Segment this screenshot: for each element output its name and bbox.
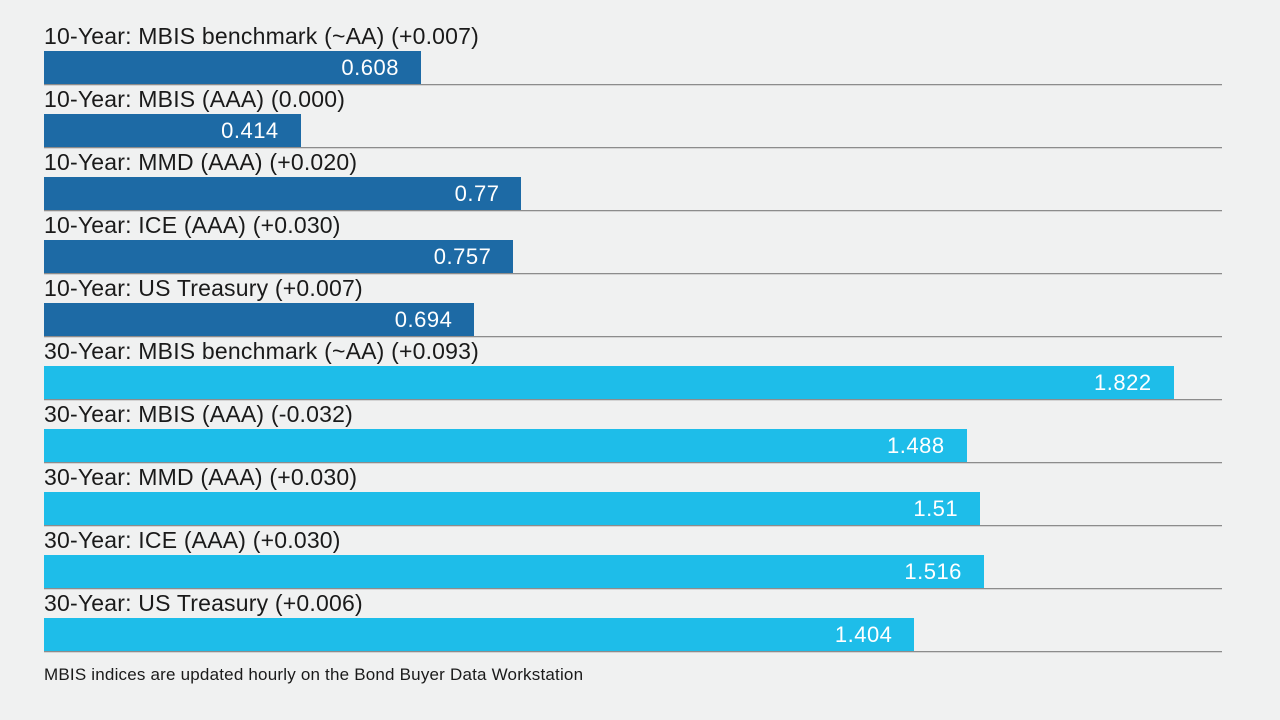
- bar-category-label: 10-Year: US Treasury (+0.007): [44, 275, 363, 301]
- bar-track: 0.694: [44, 303, 1222, 336]
- chart-row: 10-Year: MBIS benchmark (~AA) (+0.007) 0…: [44, 24, 1222, 85]
- bar: 1.488: [44, 429, 967, 462]
- bar-track: 0.608: [44, 51, 1222, 84]
- row-separator-line: [44, 462, 1222, 463]
- bar: 1.404: [44, 618, 915, 651]
- bar-track: 1.404: [44, 618, 1222, 651]
- bar-track: 0.414: [44, 114, 1222, 147]
- bar-value-label: 0.414: [221, 117, 279, 143]
- row-separator-line: [44, 525, 1222, 526]
- bar-category-label: 30-Year: US Treasury (+0.006): [44, 590, 363, 616]
- chart-row: 10-Year: MBIS (AAA) (0.000) 0.414: [44, 87, 1222, 148]
- chart-row: 10-Year: US Treasury (+0.007) 0.694: [44, 276, 1222, 337]
- bar: 0.77: [44, 177, 522, 210]
- bar-track: 0.77: [44, 177, 1222, 210]
- row-separator-line: [44, 651, 1222, 652]
- bar-value-label: 1.488: [887, 432, 945, 458]
- bar: 0.694: [44, 303, 475, 336]
- chart-footnote: MBIS indices are updated hourly on the B…: [44, 665, 584, 684]
- bar-category-label: 10-Year: MBIS (AAA) (0.000): [44, 86, 346, 112]
- bar-category-label: 30-Year: MBIS (AAA) (-0.032): [44, 401, 353, 427]
- bar-track: 1.51: [44, 492, 1222, 525]
- row-separator-line: [44, 210, 1222, 211]
- row-separator-line: [44, 273, 1222, 274]
- row-separator-line: [44, 147, 1222, 148]
- bar-track: 0.757: [44, 240, 1222, 273]
- bar-value-label: 0.694: [394, 306, 453, 332]
- row-separator-line: [44, 84, 1222, 85]
- bar-category-label: 30-Year: ICE (AAA) (+0.030): [44, 527, 341, 553]
- chart-row: 10-Year: MMD (AAA) (+0.020) 0.77: [44, 150, 1222, 211]
- bar-category-label: 10-Year: MBIS benchmark (~AA) (+0.007): [44, 23, 480, 49]
- row-separator-line: [44, 399, 1222, 400]
- row-separator-line: [44, 588, 1222, 589]
- bar-value-label: 0.77: [454, 180, 500, 206]
- chart-row: 30-Year: MBIS benchmark (~AA) (+0.093) 1…: [44, 339, 1222, 400]
- bar-category-label: 10-Year: MMD (AAA) (+0.020): [44, 149, 358, 175]
- chart-rows: 10-Year: MBIS benchmark (~AA) (+0.007) 0…: [44, 24, 1222, 652]
- bar: 0.757: [44, 240, 514, 273]
- bar: 0.414: [44, 114, 301, 147]
- bar-category-label: 30-Year: MBIS benchmark (~AA) (+0.093): [44, 338, 480, 364]
- chart-row: 30-Year: MBIS (AAA) (-0.032) 1.488: [44, 402, 1222, 463]
- bar: 1.516: [44, 555, 984, 588]
- bar-category-label: 30-Year: MMD (AAA) (+0.030): [44, 464, 358, 490]
- bar: 1.51: [44, 492, 981, 525]
- bar-value-label: 1.516: [904, 558, 962, 584]
- bar-value-label: 1.822: [1094, 369, 1152, 395]
- chart-row: 30-Year: US Treasury (+0.006) 1.404: [44, 591, 1222, 652]
- bar-value-label: 0.608: [341, 54, 399, 80]
- bar-value-label: 0.757: [433, 243, 492, 269]
- bar-category-label: 10-Year: ICE (AAA) (+0.030): [44, 212, 341, 238]
- bar-value-label: 1.51: [913, 495, 959, 521]
- row-separator-line: [44, 336, 1222, 337]
- bond-yield-bar-chart: 10-Year: MBIS benchmark (~AA) (+0.007) 0…: [44, 24, 1222, 684]
- bar-value-label: 1.404: [834, 621, 893, 647]
- bar: 0.608: [44, 51, 421, 84]
- chart-row: 30-Year: ICE (AAA) (+0.030) 1.516: [44, 528, 1222, 589]
- bar-track: 1.516: [44, 555, 1222, 588]
- bar-track: 1.822: [44, 366, 1222, 399]
- chart-row: 30-Year: MMD (AAA) (+0.030) 1.51: [44, 465, 1222, 526]
- bar: 1.822: [44, 366, 1174, 399]
- chart-row: 10-Year: ICE (AAA) (+0.030) 0.757: [44, 213, 1222, 274]
- bar-track: 1.488: [44, 429, 1222, 462]
